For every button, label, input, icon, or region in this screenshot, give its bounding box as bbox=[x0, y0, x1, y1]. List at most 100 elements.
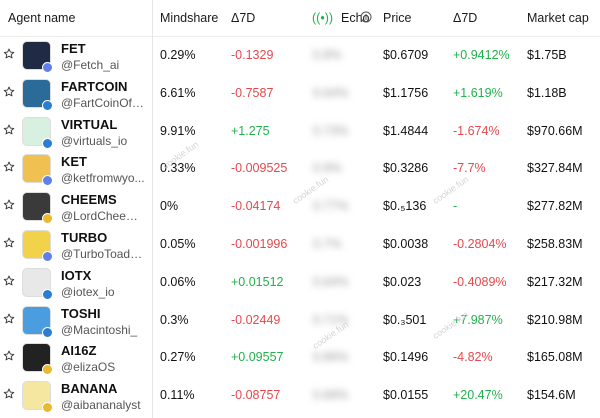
price-value: $0.0155 bbox=[383, 388, 429, 403]
agent-name[interactable]: KET bbox=[61, 154, 87, 170]
avatar bbox=[22, 41, 51, 70]
agent-name[interactable]: BANANA bbox=[61, 381, 118, 397]
table-row[interactable]: BANANA @aibananalyst 0.11% -0.08757 0.68% $0.… bbox=[0, 378, 600, 416]
mindshare-value: 0.11% bbox=[160, 388, 195, 403]
price-value: $0.6709 bbox=[383, 48, 429, 62]
agent-handle[interactable]: @Macintoshi_ bbox=[61, 322, 138, 337]
header-market-cap[interactable]: Market cap bbox=[527, 11, 589, 25]
table-row[interactable]: FET @Fetch_ai 0.29% -0.1329 0.8% $0.6709 +0.94… bbox=[0, 38, 600, 76]
price-value: $0.₃501 bbox=[383, 312, 427, 327]
agent-name[interactable]: IOTX bbox=[61, 267, 92, 283]
table-row[interactable]: AI16Z @elizaOS 0.27% +0.09557 0.86% $0.1496 -4… bbox=[0, 340, 600, 378]
mindshare-delta: -0.001996 bbox=[231, 237, 288, 251]
star-icon[interactable] bbox=[3, 275, 15, 287]
mindshare-delta: +0.09557 bbox=[231, 350, 284, 365]
price-value: $0.1496 bbox=[383, 350, 429, 365]
market-cap-value: $970.66M bbox=[527, 123, 583, 138]
mindshare-delta: +1.275 bbox=[231, 123, 270, 138]
price-delta: +20.47% bbox=[453, 388, 503, 403]
mindshare-delta: -0.08757 bbox=[231, 388, 281, 403]
star-icon[interactable] bbox=[3, 313, 15, 325]
mindshare-value: 0.06% bbox=[160, 274, 196, 289]
agent-handle[interactable]: @Fetch_ai bbox=[61, 58, 120, 72]
mindshare-value: 0.27% bbox=[160, 350, 196, 365]
avatar bbox=[22, 78, 51, 108]
price-value: $1.1756 bbox=[383, 85, 429, 100]
agent-handle[interactable]: @iotex_io bbox=[61, 284, 115, 299]
star-icon[interactable] bbox=[3, 237, 15, 249]
chain-badge-icon bbox=[42, 99, 53, 111]
agent-handle[interactable]: @ketfromwyo... bbox=[61, 171, 145, 186]
market-cap-value: $217.32M bbox=[527, 274, 583, 289]
table-row[interactable]: TURBO @TurboToadTo... 0.05% -0.001996 0.7% $0… bbox=[0, 227, 600, 265]
chain-badge-icon bbox=[42, 402, 53, 414]
table-row[interactable]: CHEEMS @LordCheems... 0% -0.04174 0.77% $0.₅1… bbox=[0, 189, 600, 227]
mindshare-delta: -0.04174 bbox=[231, 199, 281, 214]
mindshare-value: 0.33% bbox=[160, 161, 196, 176]
header-delta-mindshare[interactable]: Δ7D bbox=[231, 11, 256, 25]
star-icon[interactable] bbox=[3, 161, 15, 173]
agent-name[interactable]: CHEEMS bbox=[61, 192, 117, 208]
star-icon[interactable] bbox=[3, 350, 15, 362]
header-price[interactable]: Price bbox=[383, 11, 412, 25]
agent-handle[interactable]: @aibananalyst bbox=[61, 398, 141, 413]
agent-handle[interactable]: @LordCheems... bbox=[61, 209, 147, 224]
agent-name[interactable]: TURBO bbox=[61, 230, 108, 245]
price-delta: +0.9412% bbox=[453, 48, 510, 62]
chain-badge-icon bbox=[42, 251, 53, 262]
market-cap-value: $1.18B bbox=[527, 85, 567, 100]
market-cap-value: $277.82M bbox=[527, 199, 583, 214]
agent-handle[interactable]: @virtuals_io bbox=[61, 133, 128, 148]
chain-badge-icon bbox=[42, 288, 53, 300]
agent-name[interactable]: TOSHI bbox=[61, 305, 101, 321]
mindshare-delta: -0.1329 bbox=[231, 48, 274, 62]
chain-badge-icon bbox=[42, 62, 53, 73]
market-cap-value: $210.98M bbox=[527, 312, 583, 327]
price-delta: -0.2804% bbox=[453, 237, 507, 251]
star-icon[interactable] bbox=[3, 86, 15, 98]
echo-value: 0.64% bbox=[313, 274, 349, 289]
info-icon[interactable] bbox=[360, 11, 372, 26]
agent-handle[interactable]: @elizaOS bbox=[61, 360, 116, 375]
mindshare-value: 9.91% bbox=[160, 123, 196, 138]
market-cap-value: $258.83M bbox=[527, 237, 583, 251]
header-echo[interactable]: Echo bbox=[341, 11, 370, 25]
price-value: $0.3286 bbox=[383, 161, 429, 176]
header-mindshare[interactable]: Mindshare bbox=[160, 11, 219, 25]
agent-name[interactable]: AI16Z bbox=[61, 343, 97, 359]
table-row[interactable]: FARTCOIN @FartCoinOfS... 6.61% -0.7587 0.64%… bbox=[0, 76, 600, 114]
mindshare-delta: +0.01512 bbox=[231, 274, 284, 289]
price-delta: -0.4089% bbox=[453, 274, 507, 289]
table-row[interactable]: KET @ketfromwyo... 0.33% -0.009525 0.9% $0.32… bbox=[0, 151, 600, 189]
mindshare-delta: -0.7587 bbox=[231, 85, 274, 100]
mindshare-value: 0.29% bbox=[160, 48, 196, 62]
price-delta: +7.987% bbox=[453, 312, 503, 327]
table-row[interactable]: TOSHI @Macintoshi_ 0.3% -0.02449 0.71% $0.₃50… bbox=[0, 303, 600, 341]
star-icon[interactable] bbox=[3, 199, 15, 211]
column-divider bbox=[152, 0, 153, 418]
star-icon[interactable] bbox=[3, 388, 15, 400]
agent-handle[interactable]: @FartCoinOfS... bbox=[61, 95, 147, 110]
agent-name[interactable]: FARTCOIN bbox=[61, 78, 128, 94]
price-value: $1.4844 bbox=[383, 123, 429, 138]
table-row[interactable]: VIRTUAL @virtuals_io 9.91% +1.275 0.73% $1.48… bbox=[0, 114, 600, 152]
header-agent-name[interactable]: Agent name bbox=[8, 11, 76, 25]
star-icon[interactable] bbox=[3, 124, 15, 136]
header-delta-price[interactable]: Δ7D bbox=[453, 11, 478, 25]
table-header: Agent name Mindshare Δ7D ((•)) Echo Pric… bbox=[0, 0, 600, 36]
market-cap-value: $165.08M bbox=[527, 350, 583, 365]
agent-name[interactable]: VIRTUAL bbox=[61, 116, 118, 132]
star-icon[interactable] bbox=[3, 48, 15, 60]
echo-value: 0.7% bbox=[313, 237, 342, 251]
chain-badge-icon bbox=[42, 326, 53, 338]
echo-value: 0.8% bbox=[313, 48, 342, 62]
chain-badge-icon bbox=[42, 364, 53, 376]
mindshare-delta: -0.02449 bbox=[231, 312, 281, 327]
agent-name[interactable]: FET bbox=[61, 41, 86, 56]
mindshare-delta: -0.009525 bbox=[231, 161, 288, 176]
table-row[interactable]: IOTX @iotex_io 0.06% +0.01512 0.64% $0.023 -0.… bbox=[0, 265, 600, 303]
echo-value: 0.71% bbox=[313, 312, 349, 327]
agent-handle[interactable]: @TurboToadTo... bbox=[61, 247, 147, 261]
price-delta: -1.674% bbox=[453, 123, 500, 138]
